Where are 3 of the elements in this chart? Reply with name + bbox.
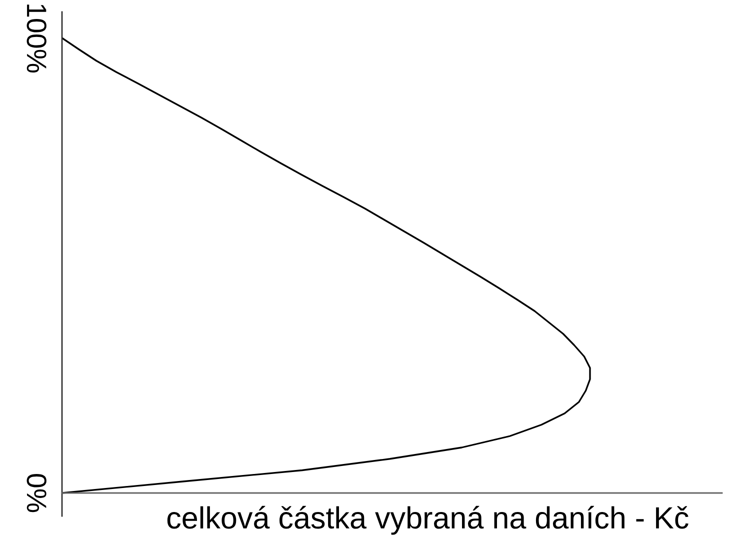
y-tick-label: 100% <box>26 4 46 73</box>
y-tick-label: 0% <box>26 474 46 512</box>
x-axis-title: celková částka vybraná na daních - Kč <box>167 506 688 535</box>
